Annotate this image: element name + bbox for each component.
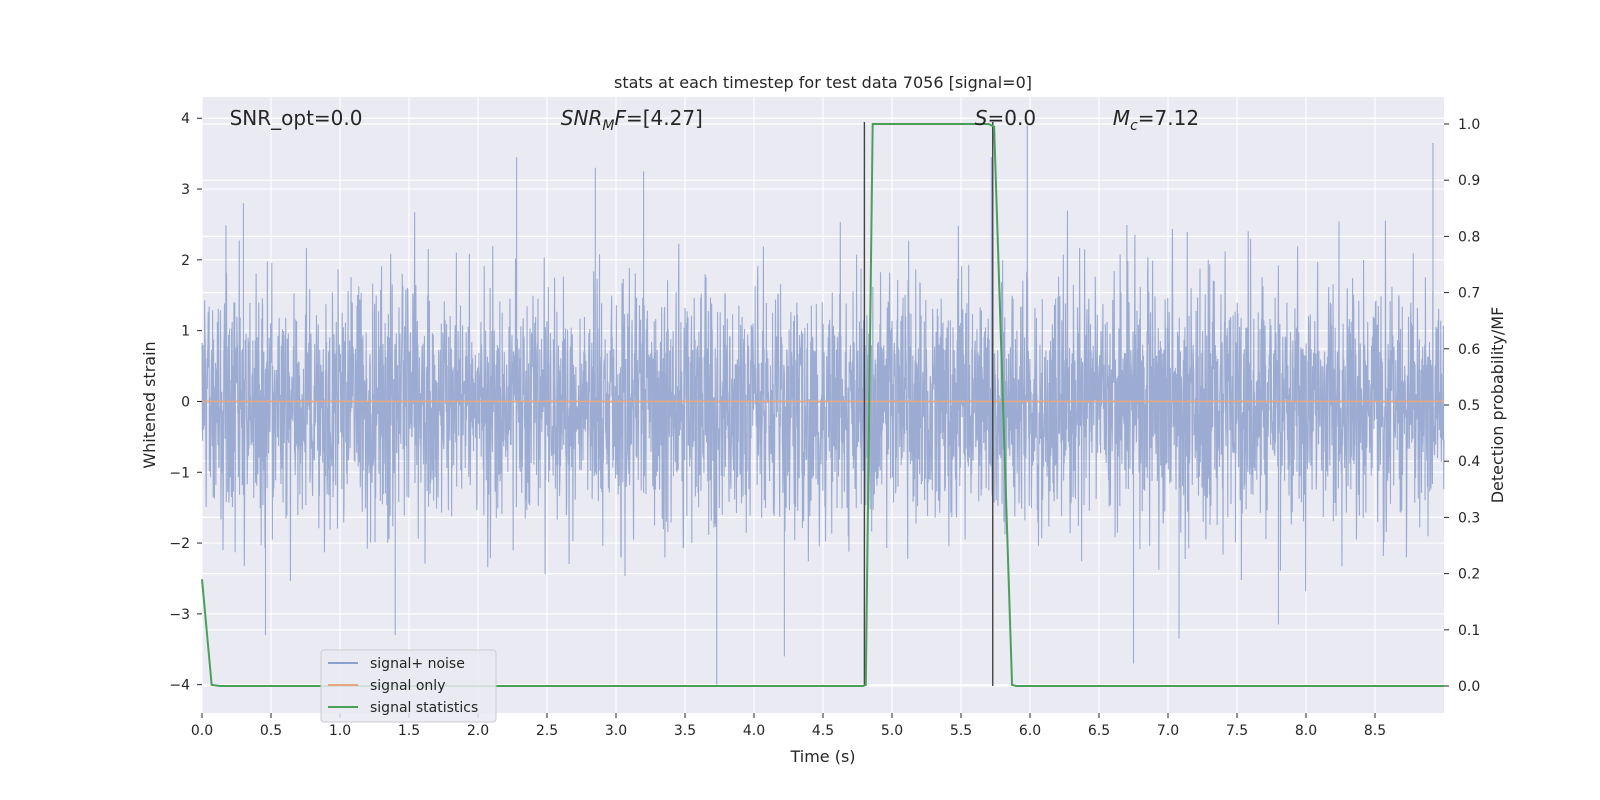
y2-tick-label: 1.0	[1458, 117, 1480, 133]
x-tick-label: 6.5	[1088, 723, 1110, 739]
y-tick-label: −3	[169, 607, 190, 623]
annotations: SNR_opt=0.0 SNRMF=[4.27] S=0.0 Mc=7.12	[230, 106, 1199, 134]
y2-tick-label: 0.4	[1458, 454, 1480, 470]
y-axis-ticks: 4 3 2 1 0 −1 −2 −3 −4	[169, 111, 202, 694]
annotation-snr_mf: SNRMF=[4.27]	[561, 106, 703, 134]
legend-label-signal-noise: signal+ noise	[370, 656, 465, 672]
y-tick-label: 0	[181, 394, 190, 410]
annotation-s: S=0.0	[975, 106, 1036, 130]
y-tick-label: 1	[181, 324, 190, 340]
y-tick-label: 3	[181, 182, 190, 198]
y2-tick-label: 0.5	[1458, 398, 1480, 414]
x-tick-label: 8.0	[1295, 723, 1317, 739]
chart-title: stats at each timestep for test data 705…	[614, 73, 1032, 92]
y-tick-label: 2	[181, 253, 190, 269]
x-tick-label: 6.0	[1019, 723, 1041, 739]
y-tick-label: −4	[169, 678, 190, 694]
y2-axis-ticks: 1.0 0.9 0.8 0.7 0.6 0.5 0.4 0.3 0.2 0.1 0.0	[1444, 117, 1480, 695]
x-tick-label: 7.5	[1226, 723, 1248, 739]
x-tick-label: 0.0	[191, 723, 213, 739]
x-tick-label: 0.5	[260, 723, 282, 739]
y2-tick-label: 0.3	[1458, 510, 1480, 526]
y2-tick-label: 0.8	[1458, 229, 1480, 245]
y-axis-label: Whitened strain	[140, 341, 159, 468]
x-tick-label: 5.5	[950, 723, 972, 739]
series-signal-statistics	[201, 122, 1444, 688]
annotation-snr_opt: SNR_opt=0.0	[230, 106, 363, 130]
legend-box	[320, 649, 497, 723]
x-axis-label: Time (s)	[789, 747, 855, 766]
y2-tick-label: 0.6	[1458, 342, 1480, 358]
x-tick-label: 2.0	[467, 723, 489, 739]
x-tick-label: 5.0	[881, 723, 903, 739]
x-tick-label: 8.5	[1364, 723, 1386, 739]
x-tick-label: 3.5	[674, 723, 696, 739]
plot-layer	[201, 121, 1445, 688]
y2-tick-label: 0.1	[1458, 623, 1480, 639]
y2-tick-label: 0.9	[1458, 173, 1480, 189]
x-tick-label: 4.5	[812, 723, 834, 739]
x-tick-label: 1.5	[398, 723, 420, 739]
y2-axis-label: Detection probability/MF	[1488, 307, 1507, 504]
y2-tick-label: 0.7	[1458, 286, 1480, 302]
x-tick-label: 7.0	[1157, 723, 1179, 739]
y2-tick-label: 0.0	[1458, 679, 1480, 695]
legend-label-signal-statistics: signal statistics	[370, 700, 478, 716]
x-tick-label: 1.0	[329, 723, 351, 739]
y-tick-label: −2	[169, 536, 190, 552]
x-tick-label: 2.5	[536, 723, 558, 739]
x-tick-label: 4.0	[743, 723, 765, 739]
y2-tick-label: 0.2	[1458, 567, 1480, 583]
legend-label-signal-only: signal only	[370, 678, 445, 694]
x-axis-ticks: 0.0 0.5 1.0 1.5 2.0 2.5 3.0 3.5 4.0 4.5 5.0 5.5 6.0 6…	[191, 713, 1386, 739]
y-tick-label: 4	[181, 111, 190, 127]
legend: signal+ noise signal only signal statist…	[320, 649, 497, 723]
series-signal-noise	[201, 125, 1445, 685]
x-tick-label: 3.0	[605, 723, 627, 739]
y-tick-label: −1	[169, 465, 190, 481]
annotation-mc: Mc=7.12	[1113, 106, 1199, 134]
